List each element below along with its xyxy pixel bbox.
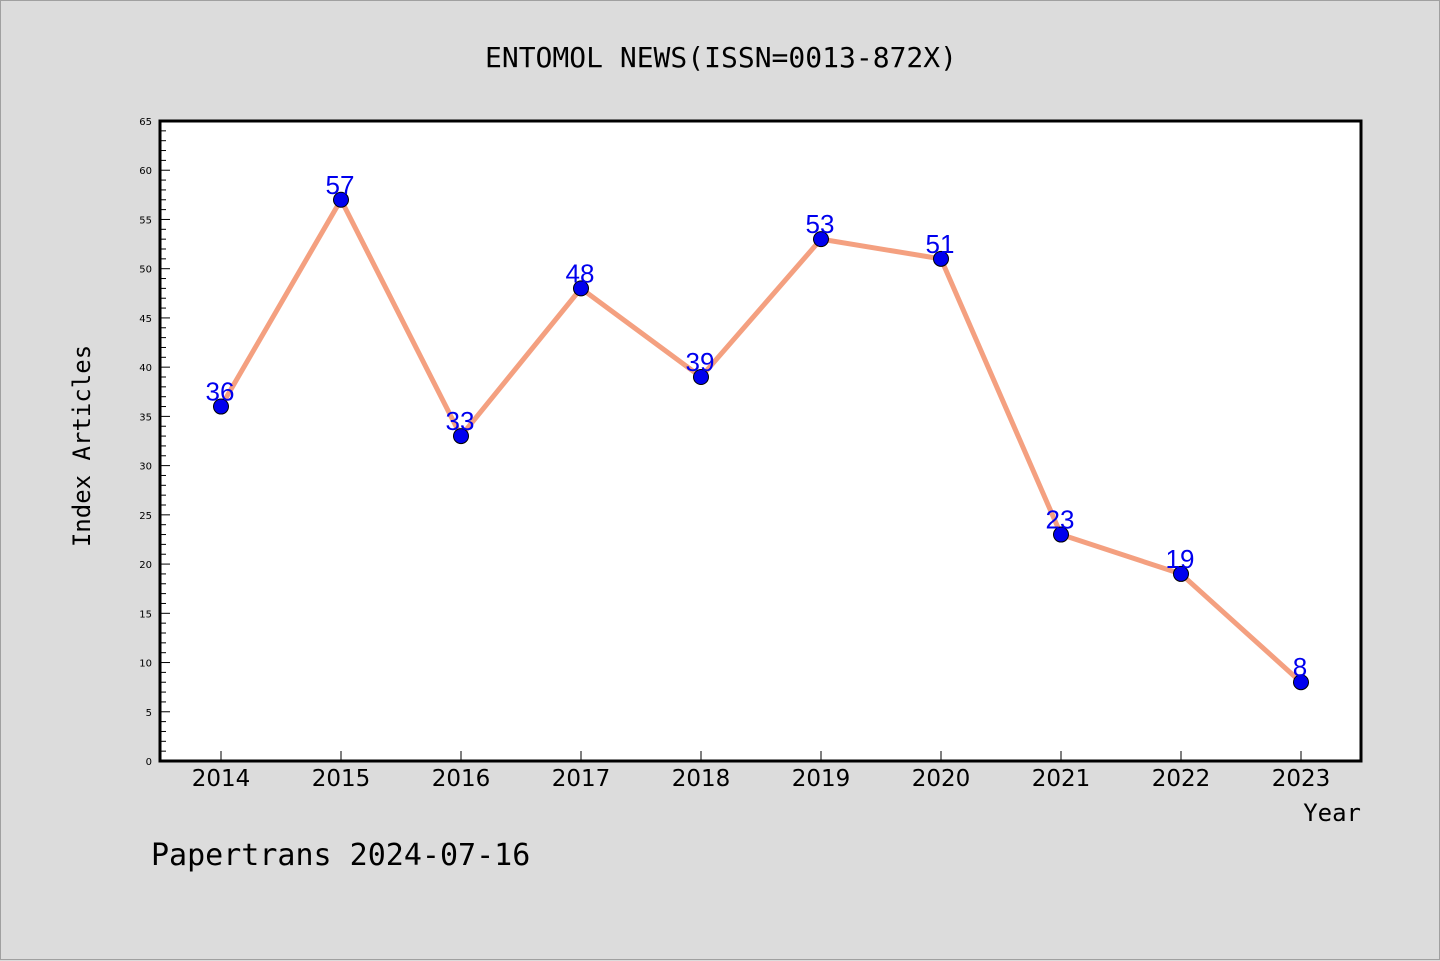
y-axis-label: Index Articles	[68, 345, 96, 547]
y-tick-label: 35	[139, 412, 152, 423]
y-tick-label: 50	[139, 265, 152, 276]
x-tick-label: 2017	[552, 766, 611, 792]
data-point	[1173, 565, 1189, 582]
y-tick-label: 40	[139, 363, 152, 374]
data-label: 19	[1166, 544, 1195, 574]
y-tick-label: 5	[146, 708, 152, 719]
data-label: 39	[686, 347, 715, 377]
series-layer: 36 57 33 48 39 53 51 23 19 8	[206, 170, 1309, 691]
series-line	[218, 197, 1303, 685]
data-point	[1053, 526, 1069, 543]
x-tick-label: 2023	[1272, 766, 1331, 792]
data-point	[453, 428, 469, 445]
x-tick-label: 2021	[1032, 766, 1091, 792]
y-tick-label: 20	[139, 560, 152, 571]
data-label: 53	[806, 209, 835, 239]
y-axis: 0 5 10 15 20 25 30 35 40 45 50 55 60 65	[139, 117, 170, 768]
data-label: 8	[1293, 652, 1307, 682]
data-point	[213, 398, 229, 415]
y-tick-label: 10	[139, 659, 152, 670]
x-tick-label: 2016	[432, 766, 491, 792]
data-label: 33	[446, 406, 475, 436]
y-tick-label: 0	[146, 757, 152, 768]
x-tick-label: 2020	[912, 766, 971, 792]
data-point	[693, 369, 709, 385]
data-point	[1293, 674, 1309, 691]
x-tick-label: 2015	[312, 766, 371, 792]
chart-title: ENTOMOL NEWS(ISSN=0013-872X)	[485, 41, 957, 74]
data-point	[813, 231, 829, 248]
data-point	[933, 250, 949, 267]
x-axis-label: Year	[1303, 799, 1361, 827]
y-tick-label: 65	[139, 117, 152, 128]
data-point	[573, 280, 589, 297]
footer-text: Papertrans 2024-07-16	[151, 838, 530, 873]
y-tick-label: 25	[139, 511, 152, 522]
y-tick-label: 60	[139, 166, 152, 177]
data-label: 51	[926, 229, 955, 259]
x-tick-label: 2014	[192, 766, 251, 792]
y-tick-label: 15	[139, 609, 152, 620]
y-tick-label: 45	[139, 314, 152, 325]
data-label: 23	[1046, 505, 1075, 535]
data-point	[333, 191, 349, 208]
x-tick-label: 2018	[672, 766, 731, 792]
data-label: 57	[326, 170, 355, 200]
x-tick-label: 2022	[1152, 766, 1211, 792]
data-label: 36	[206, 377, 235, 407]
x-axis: 2014 2015 2016 2017 2018 2019 2020 2021 2022 2023	[192, 751, 1331, 792]
y-tick-label: 55	[139, 215, 152, 226]
data-label: 48	[566, 258, 595, 288]
plot-area	[158, 119, 1363, 763]
y-tick-label: 30	[139, 462, 152, 473]
x-tick-label: 2019	[792, 766, 851, 792]
